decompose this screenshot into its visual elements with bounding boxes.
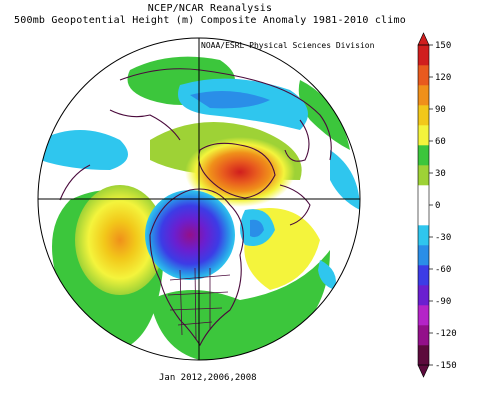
colorbar-tick-label: 60 — [435, 137, 446, 147]
colorbar-tick-label: 120 — [435, 73, 451, 83]
colorbar-max-arrow — [417, 32, 430, 46]
anomaly-field — [38, 38, 360, 360]
colorbar-band — [418, 265, 429, 286]
credit-label: NOAA/ESRL Physical Sciences Division — [201, 41, 375, 50]
colorbar-tick-label: -30 — [435, 233, 451, 243]
colorbar-ticks: 150 120 90 60 30 0 -30 -60 -90 -120 -150 — [429, 41, 457, 371]
composite-dates-label: Jan 2012,2006,2008 — [159, 373, 257, 383]
colorbar-tick-label: -120 — [435, 329, 457, 339]
colorbar-tick-label: 150 — [435, 41, 451, 51]
colorbar-tick-label: 90 — [435, 105, 446, 115]
title-line-2: 500mb Geopotential Height (m) Composite … — [14, 15, 406, 26]
state-borders — [167, 267, 231, 341]
colorbar-tick-label: -150 — [435, 361, 457, 371]
title-line-1: NCEP/NCAR Reanalysis — [147, 3, 273, 14]
colorbar-band — [418, 125, 429, 146]
colorbar-band — [418, 305, 429, 326]
colorbar-band — [418, 145, 429, 166]
colorbar-min-arrow — [417, 364, 430, 378]
colorbar-band — [418, 165, 429, 186]
colorbar-band — [418, 225, 429, 246]
colorbar-tick-label: 0 — [435, 201, 440, 211]
colorbar-band — [418, 185, 429, 206]
colorbar-tick-label: -60 — [435, 265, 451, 275]
colorbar-band — [418, 325, 429, 346]
map-boundary-circle — [37, 37, 361, 361]
colorbar-band — [418, 205, 429, 226]
colorbar-band — [418, 105, 429, 126]
colorbar-band — [418, 85, 429, 106]
colorbar-band — [418, 285, 429, 306]
colorbar-tick-label: -90 — [435, 297, 451, 307]
colorbar-band — [418, 65, 429, 86]
colorbar-tick-label: 30 — [435, 169, 446, 179]
colorbar-bands — [417, 32, 430, 378]
colorbar-band — [418, 345, 429, 366]
colorbar-band — [418, 245, 429, 266]
colorbar-band — [418, 45, 429, 66]
